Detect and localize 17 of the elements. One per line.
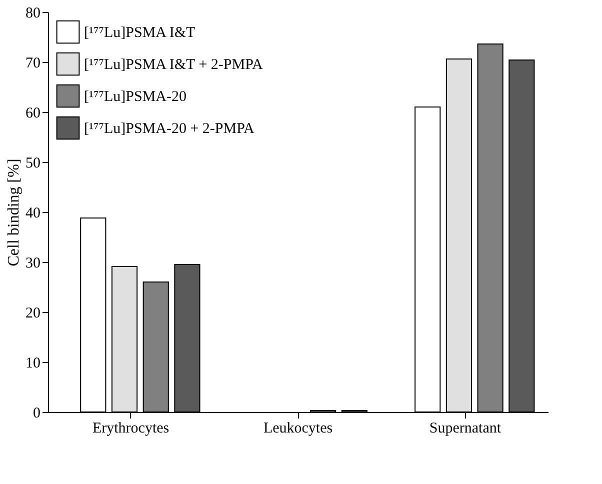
x-tick-label: Erythrocytes [92,420,170,436]
y-tick-label: 0 [33,406,40,422]
legend-label: [¹⁷⁷Lu]PSMA-20 [84,89,186,105]
y-tick-label: 40 [26,206,40,222]
y-tick-label: 70 [26,56,40,72]
y-tick-label: 80 [26,6,40,22]
y-tick-label: 20 [26,306,40,322]
legend-label: [¹⁷⁷Lu]PSMA-20 + 2-PMPA [84,121,255,137]
y-axis-title: Cell binding [%] [6,158,22,266]
y-tick-label: 10 [26,356,40,372]
legend-label: [¹⁷⁷Lu]PSMA I&T [84,25,196,41]
legend-label: [¹⁷⁷Lu]PSMA I&T + 2-PMPA [84,57,264,73]
x-tick-label: Supernatant [429,420,502,436]
y-tick-label: 50 [26,156,40,172]
y-tick-label: 30 [26,256,40,272]
x-tick-label: Leukocytes [263,420,333,436]
y-tick-label: 60 [26,106,40,122]
